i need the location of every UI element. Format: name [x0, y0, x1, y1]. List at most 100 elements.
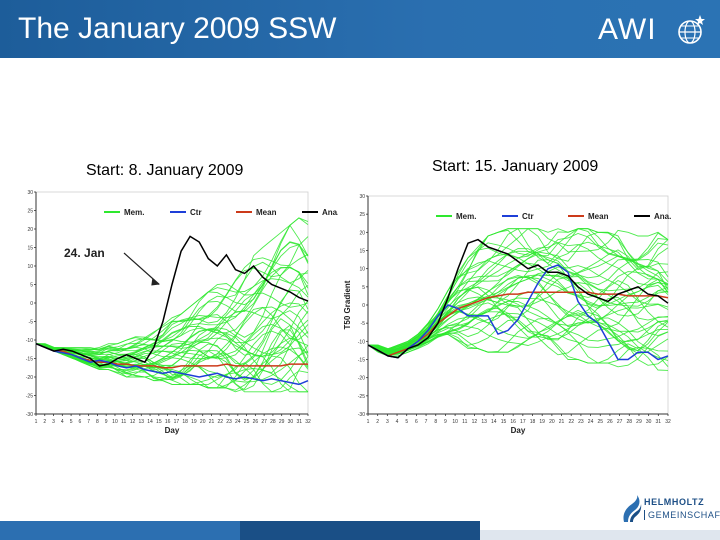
member-line	[367, 312, 668, 355]
x-tick-label: 3	[52, 419, 55, 425]
y-tick-label: 10	[359, 267, 365, 273]
x-tick-label: 3	[386, 419, 389, 425]
x-tick-label: 12	[130, 419, 136, 425]
y-tick-label: 25	[27, 209, 33, 215]
x-tick-label: 25	[597, 419, 603, 425]
y-tick-label: -25	[358, 394, 365, 400]
x-tick-label: 21	[209, 419, 215, 425]
member-line	[35, 329, 309, 381]
chart-2-title: Start: 15. January 2009	[432, 158, 599, 175]
x-tick-label: 4	[61, 419, 64, 425]
x-tick-label: 7	[425, 419, 428, 425]
x-tick-label: 20	[549, 419, 555, 425]
slide-title: The January 2009 SSW	[18, 12, 337, 45]
x-tick-label: 14	[491, 419, 497, 425]
x-tick-label: 16	[165, 419, 171, 425]
x-tick-label: 27	[617, 419, 623, 425]
x-tick-label: 18	[530, 419, 536, 425]
x-tick-label: 27	[261, 419, 267, 425]
x-tick-label: 31	[296, 419, 302, 425]
series-ana-line	[367, 238, 669, 359]
member-line	[35, 343, 309, 393]
x-tick-label: 1	[35, 419, 38, 425]
legend-label: Mean	[588, 212, 609, 221]
helmholtz-line-1: HELMHOLTZ	[644, 497, 705, 507]
y-tick-label: -10	[26, 338, 33, 344]
y-tick-label: 15	[359, 249, 365, 255]
y-tick-label: 15	[27, 246, 33, 252]
x-tick-label: 2	[43, 419, 46, 425]
x-tick-label: 5	[70, 419, 73, 425]
y-tick-label: 20	[27, 227, 33, 233]
x-tick-label: 6	[415, 419, 418, 425]
y-tick-label: 0	[362, 303, 365, 309]
member-line	[35, 217, 309, 353]
legend-label: Ana.	[322, 208, 338, 217]
member-line	[35, 337, 309, 380]
x-tick-label: 31	[656, 419, 662, 425]
x-tick-label: 11	[462, 419, 467, 425]
member-line	[35, 343, 309, 393]
series-ana-line	[35, 235, 309, 367]
footer-bar-dark	[240, 521, 480, 540]
x-tick-label: 29	[636, 419, 642, 425]
legend-label: Ana.	[654, 212, 671, 221]
y-tick-label: -30	[26, 412, 33, 418]
x-tick-label: 17	[174, 419, 180, 425]
y-tick-label: -20	[358, 376, 365, 382]
x-tick-label: 6	[78, 419, 81, 425]
slide-header: The January 2009 SSW AWI	[0, 0, 720, 58]
member-line	[367, 241, 669, 351]
annotation-label: 24. Jan	[64, 246, 105, 260]
x-tick-label: 32	[665, 419, 671, 425]
x-tick-label: 20	[200, 419, 206, 425]
member-line	[35, 306, 309, 364]
member-line	[35, 241, 309, 355]
member-line	[367, 274, 669, 353]
y-tick-label: 5	[30, 283, 33, 289]
x-tick-label: 10	[452, 419, 458, 425]
x-tick-label: 8	[96, 419, 99, 425]
y-tick-label: -5	[361, 321, 366, 327]
x-tick-label: 10	[112, 419, 118, 425]
x-tick-label: 23	[226, 419, 232, 425]
legend-label: Ctr	[190, 208, 202, 217]
x-tick-label: 11	[121, 419, 126, 425]
x-tick-label: 1	[367, 419, 370, 425]
x-tick-label: 29	[279, 419, 285, 425]
member-line	[367, 248, 669, 352]
annotation-arrow	[123, 252, 160, 285]
legend-label: Mean	[256, 208, 277, 217]
y-tick-label: 20	[359, 230, 365, 236]
y-tick-label: 5	[362, 285, 365, 291]
x-tick-label: 25	[244, 419, 250, 425]
awi-logo-text: AWI	[598, 13, 657, 46]
x-tick-label: 12	[472, 419, 478, 425]
y-tick-label: -5	[29, 320, 34, 326]
x-tick-label: 22	[568, 419, 574, 425]
x-tick-label: 32	[305, 419, 311, 425]
footer-bar	[0, 521, 240, 540]
x-tick-label: 24	[588, 419, 594, 425]
y-tick-label: -30	[358, 412, 365, 418]
legend-label: Mem.	[124, 208, 144, 217]
annotation-arrowhead	[151, 278, 160, 286]
chart-1-title: Start: 8. January 2009	[86, 162, 244, 179]
x-tick-label: 15	[501, 419, 507, 425]
x-tick-label: 21	[559, 419, 565, 425]
x-tick-label: 8	[434, 419, 437, 425]
member-line	[367, 297, 669, 354]
member-line	[367, 251, 669, 352]
member-line	[35, 272, 309, 364]
y-tick-label: 30	[27, 190, 33, 196]
x-tick-label: 16	[510, 419, 516, 425]
member-line	[35, 278, 309, 355]
x-tick-label: 17	[520, 419, 526, 425]
awi-logo: AWI	[598, 12, 708, 50]
member-line	[367, 276, 669, 353]
x-tick-label: 9	[444, 419, 447, 425]
y-tick-label: 30	[359, 194, 365, 200]
y-tick-label: -15	[26, 357, 33, 363]
